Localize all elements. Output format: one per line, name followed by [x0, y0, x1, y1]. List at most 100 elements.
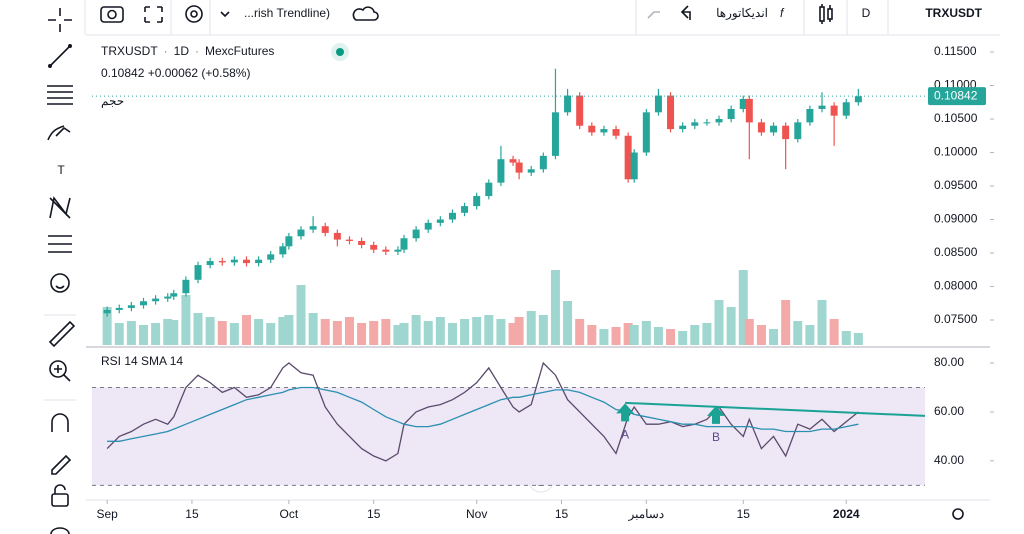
toolbar-icons[interactable]: f: [100, 4, 833, 24]
volume-bar: [138, 325, 148, 345]
candle-body: [551, 112, 559, 156]
volume-bar: [702, 323, 712, 345]
x-tick-label: 15: [185, 507, 199, 521]
exchange: MexcFutures: [205, 44, 274, 58]
volume-bar: [690, 325, 700, 345]
candle-body: [667, 95, 675, 130]
indicator-name[interactable]: ...rish Trendline): [244, 6, 330, 20]
annotation-label: B: [712, 430, 720, 444]
volume-bar: [381, 319, 391, 345]
rsi-line: [107, 386, 859, 442]
candle-body: [854, 96, 862, 103]
y-tick-label: 40.00: [934, 453, 964, 467]
volume-bar: [726, 307, 736, 345]
volume-bar: [599, 329, 609, 345]
volume-bar: [163, 319, 173, 345]
candle-body: [206, 261, 214, 266]
candle-body: [139, 301, 147, 306]
candle-body: [515, 162, 523, 173]
candle-body: [345, 239, 353, 241]
candle-body: [600, 129, 608, 133]
candle-body: [333, 232, 341, 240]
volume-bar: [205, 317, 215, 345]
volume-bar: [853, 333, 863, 345]
y-tick-label: 0.07500: [934, 312, 978, 326]
volume-bar: [369, 321, 379, 345]
volume-bar: [744, 319, 754, 345]
dot: ·: [164, 44, 168, 58]
symbol-button[interactable]: TRXUSDT: [925, 6, 982, 20]
fx-icon[interactable]: f: [780, 6, 785, 20]
quote: 0.10842 +0.00062 (+0.58%): [101, 66, 250, 80]
volume-bar: [126, 321, 136, 345]
arrow: [706, 405, 725, 424]
candle-body: [497, 159, 505, 183]
volume-bar: [296, 285, 306, 345]
candle-body: [745, 98, 753, 123]
candle-body: [279, 246, 287, 255]
volume-bar: [587, 325, 597, 345]
candle-body: [297, 229, 305, 237]
candle-body: [424, 222, 432, 230]
volume-bar: [284, 315, 294, 345]
candle-body: [461, 206, 469, 213]
volume-bar: [254, 319, 264, 345]
candle-body: [794, 122, 802, 140]
candle-body: [370, 244, 378, 250]
volume-bar: [308, 313, 318, 345]
candle-body: [739, 98, 747, 109]
band: [92, 387, 925, 486]
candle-body: [624, 135, 632, 180]
candle-body: [255, 259, 263, 264]
volume-label: حجم: [101, 94, 124, 108]
settings-icon[interactable]: [952, 508, 964, 520]
candle-body: [194, 265, 202, 280]
candle-body: [182, 279, 190, 294]
volume-bar: [344, 317, 354, 345]
volume-bar: [508, 323, 518, 345]
plot: 0.115000.110000.105000.100000.095000.090…: [92, 44, 994, 521]
volume-bar: [781, 300, 791, 345]
candle-body: [170, 293, 178, 297]
candle-body: [564, 95, 572, 113]
interval: 1D: [174, 44, 190, 58]
x-tick-label: دسامبر: [627, 507, 664, 521]
interval-button[interactable]: D: [862, 6, 871, 20]
candle-body: [679, 125, 687, 130]
candle-body: [115, 307, 123, 310]
candle-body: [630, 152, 638, 180]
volume-bar: [193, 313, 203, 345]
x-tick-label: 15: [737, 507, 751, 521]
candle-body: [612, 129, 620, 136]
text-tool[interactable]: T: [57, 163, 65, 177]
indicators-button[interactable]: اندیکاتورها: [716, 6, 768, 20]
volume-bar: [102, 307, 112, 345]
volume-bar: [423, 321, 433, 345]
left-toolbar[interactable]: T: [47, 8, 76, 534]
candle-body: [400, 238, 408, 250]
dot: ·: [195, 44, 199, 58]
y-tick-label: 0.08000: [934, 279, 978, 293]
volume-bar: [641, 321, 651, 345]
x-tick-label: 15: [555, 507, 569, 521]
volume-bar: [496, 319, 506, 345]
x-tick-label: Nov: [466, 507, 487, 521]
volume-bar: [738, 270, 748, 345]
y-tick-label: 60.00: [934, 404, 964, 418]
candle-body: [394, 249, 402, 252]
volume-bar: [514, 317, 524, 345]
y-tick-label: 0.11500: [934, 44, 977, 58]
volume-bar: [769, 329, 779, 345]
volume-bar: [114, 323, 124, 345]
volume-bar: [563, 301, 573, 345]
volume-bar: [611, 327, 621, 345]
last-price-label: 0.10842: [934, 88, 978, 102]
volume-bar: [805, 325, 815, 345]
x-tick-label: Sep: [96, 507, 118, 521]
volume-bar: [793, 321, 803, 345]
candle-body: [412, 229, 420, 239]
candle-body: [267, 254, 275, 260]
candle-body: [727, 108, 735, 120]
arrow: [616, 403, 635, 422]
